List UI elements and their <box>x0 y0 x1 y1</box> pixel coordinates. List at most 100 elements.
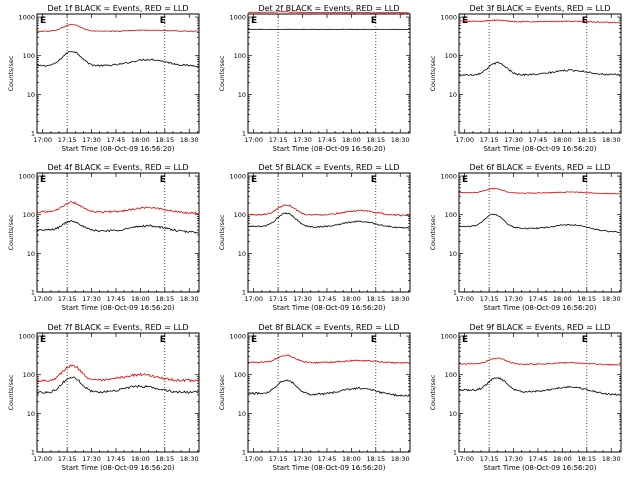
panel-det-7: Det 7f BLACK = Events, RED = LLD Counts/s… <box>7 323 200 472</box>
lld-series-line <box>247 354 410 364</box>
events-series-line <box>36 376 199 395</box>
y-axis-label: Counts/sec <box>218 55 226 91</box>
panel-det-3: Det 3f BLACK = Events, RED = LLD Counts/s… <box>429 4 622 153</box>
plot-frame <box>36 172 200 293</box>
x-tick-label: 17:00 <box>244 455 263 463</box>
x-tick-label: 17:15 <box>269 455 288 463</box>
y-tick-label: 100 <box>234 52 246 60</box>
y-tick-label: 100 <box>23 371 35 379</box>
y-tick-label: 100 <box>23 52 35 60</box>
y-tick-label: 100 <box>234 211 246 219</box>
panel-det-1: Det 1f BLACK = Events, RED = LLD Counts/s… <box>7 4 200 153</box>
event-start-marker: E <box>251 335 257 345</box>
y-axis-label: Counts/sec <box>218 214 226 250</box>
y-tick-label: 1000 <box>18 14 35 22</box>
y-tick-label: 10 <box>449 91 457 99</box>
x-tick-label: 18:30 <box>180 295 199 303</box>
y-axis-label: Counts/sec <box>429 55 437 91</box>
x-tick-label: 17:00 <box>33 295 52 303</box>
lld-series-line <box>459 188 621 195</box>
event-start-marker: E <box>462 175 468 185</box>
y-tick-label: 1000 <box>18 173 35 181</box>
y-axis-label: Counts/sec <box>218 374 226 410</box>
lld-series-line <box>247 204 410 217</box>
panel-det-5: Det 5f BLACK = Events, RED = LLD Counts/s… <box>218 163 411 312</box>
x-axis-label: Start Time (08-Oct-09 16:56:20) <box>62 145 175 153</box>
x-tick-label: 17:15 <box>480 136 499 144</box>
x-tick-label: 17:30 <box>293 136 312 144</box>
y-tick-label: 1000 <box>18 333 35 341</box>
x-tick-label: 17:15 <box>58 455 77 463</box>
x-tick-label: 18:30 <box>602 136 621 144</box>
y-tick-label: 100 <box>234 371 246 379</box>
x-tick-label: 18:00 <box>553 295 572 303</box>
x-tick-label: 17:30 <box>504 295 523 303</box>
event-start-marker: E <box>462 335 468 345</box>
y-tick-label: 1000 <box>229 333 246 341</box>
x-axis-label: Start Time (08-Oct-09 16:56:20) <box>62 464 175 472</box>
x-tick-label: 18:00 <box>553 455 572 463</box>
x-tick-label: 17:15 <box>480 295 499 303</box>
lld-series-line <box>36 364 199 383</box>
x-tick-label: 18:30 <box>602 455 621 463</box>
events-series-line <box>458 61 621 77</box>
x-tick-label: 17:00 <box>455 136 474 144</box>
x-tick-label: 18:00 <box>131 295 150 303</box>
event-end-marker: E <box>160 175 166 185</box>
lld-series-line <box>36 201 199 215</box>
x-tick-label: 17:15 <box>58 295 77 303</box>
event-end-marker: E <box>582 16 588 26</box>
x-tick-label: 17:00 <box>33 136 52 144</box>
y-tick-label: 10 <box>238 250 246 258</box>
y-axis-label: Counts/sec <box>429 214 437 250</box>
y-tick-label: 1 <box>242 449 246 457</box>
x-tick-label: 17:45 <box>529 455 548 463</box>
x-tick-label: 17:30 <box>293 295 312 303</box>
panel-title: Det 4f BLACK = Events, RED = LLD <box>47 163 188 172</box>
y-axis-label: Counts/sec <box>429 374 437 410</box>
event-end-marker: E <box>160 335 166 345</box>
x-tick-label: 17:30 <box>82 455 101 463</box>
plot-frame <box>458 172 622 293</box>
x-tick-label: 17:00 <box>33 455 52 463</box>
x-tick-label: 18:00 <box>342 455 361 463</box>
y-tick-label: 1000 <box>229 173 246 181</box>
x-tick-label: 17:30 <box>504 136 523 144</box>
y-tick-label: 1000 <box>229 14 246 22</box>
x-axis-label: Start Time (08-Oct-09 16:56:20) <box>484 304 597 312</box>
x-tick-label: 18:15 <box>155 295 174 303</box>
event-end-marker: E <box>371 16 377 26</box>
x-tick-label: 18:30 <box>391 455 410 463</box>
x-tick-label: 18:00 <box>131 136 150 144</box>
panel-det-2: Det 2f BLACK = Events, RED = LLD Counts/s… <box>218 4 411 153</box>
plot-frame <box>247 13 411 134</box>
panel-title: Det 2f BLACK = Events, RED = LLD <box>258 4 399 13</box>
x-axis-label: Start Time (08-Oct-09 16:56:20) <box>273 304 386 312</box>
y-tick-label: 1000 <box>440 14 457 22</box>
events-series-line <box>458 377 621 396</box>
x-tick-label: 17:00 <box>455 295 474 303</box>
event-start-marker: E <box>251 16 257 26</box>
x-tick-label: 18:15 <box>366 136 385 144</box>
event-end-marker: E <box>582 335 588 345</box>
y-tick-label: 10 <box>449 250 457 258</box>
event-start-marker: E <box>40 16 46 26</box>
plot-frame <box>458 332 622 453</box>
x-axis-label: Start Time (08-Oct-09 16:56:20) <box>62 304 175 312</box>
x-tick-label: 18:00 <box>342 136 361 144</box>
plot-frame <box>36 13 200 134</box>
y-tick-label: 1 <box>31 130 35 138</box>
x-tick-label: 17:45 <box>318 455 337 463</box>
x-tick-label: 18:30 <box>180 136 199 144</box>
y-tick-label: 1 <box>453 289 457 297</box>
x-tick-label: 17:45 <box>318 295 337 303</box>
y-tick-label: 1 <box>453 130 457 138</box>
x-tick-label: 17:30 <box>504 455 523 463</box>
y-tick-label: 10 <box>238 91 246 99</box>
x-tick-label: 17:30 <box>82 295 101 303</box>
y-tick-label: 100 <box>445 52 457 60</box>
y-tick-label: 10 <box>27 250 35 258</box>
x-tick-label: 17:00 <box>244 295 263 303</box>
y-tick-label: 1000 <box>440 333 457 341</box>
